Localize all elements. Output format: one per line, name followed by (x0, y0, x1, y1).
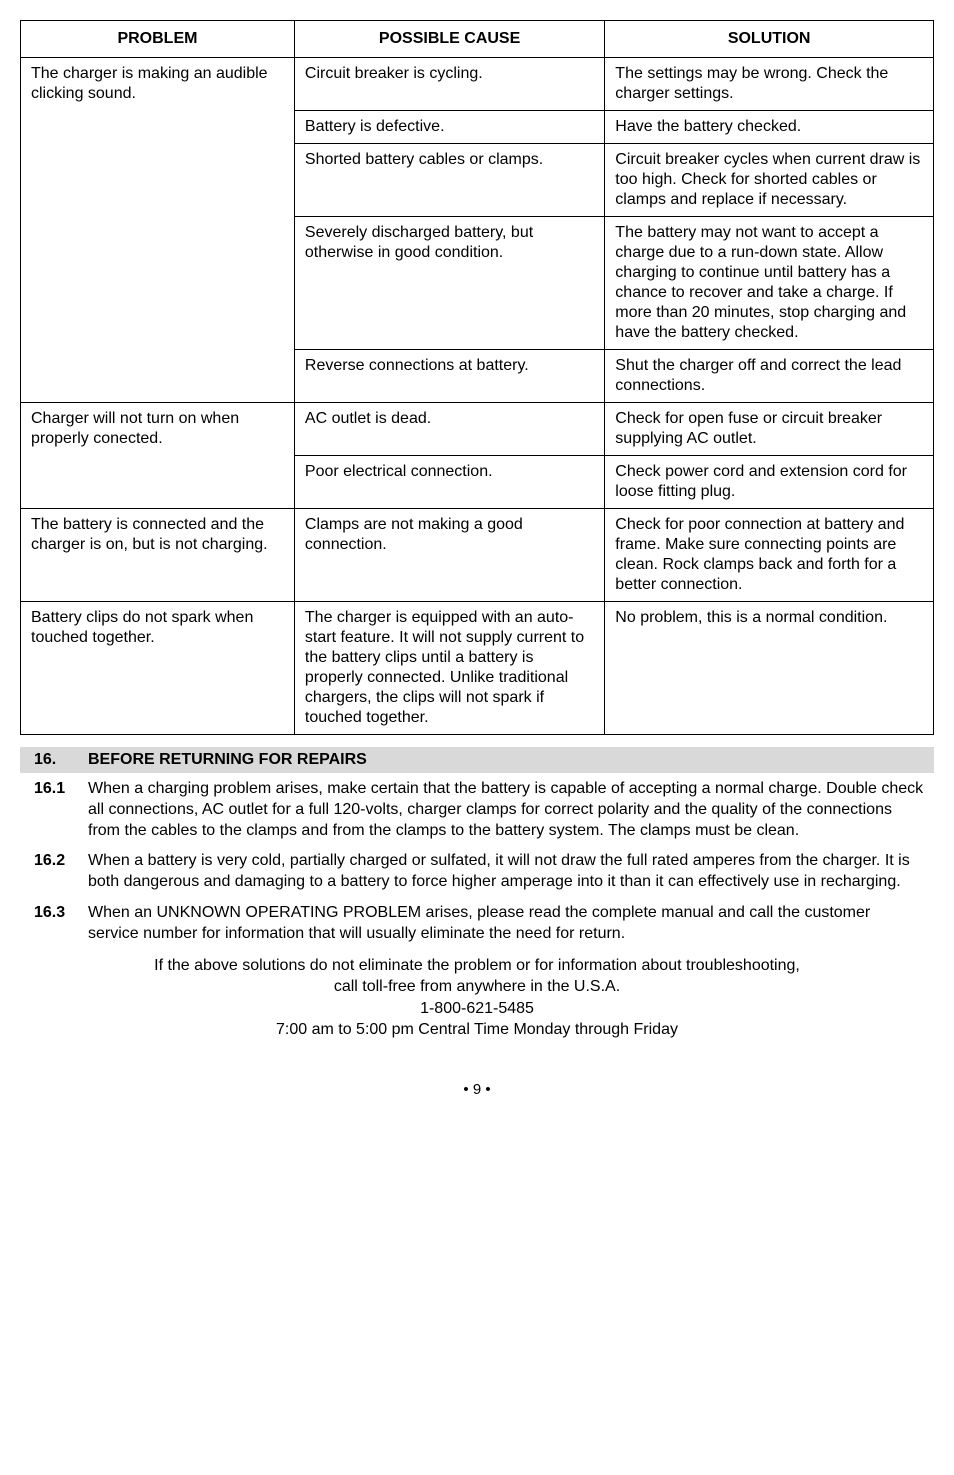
numbered-paragraph: 16.3When an UNKNOWN OPERATING PROBLEM ar… (20, 903, 934, 945)
table-row: The battery is connected and the charger… (21, 509, 934, 602)
problem-cell: Battery clips do not spark when touched … (21, 602, 295, 735)
numbered-paragraph: 16.1When a charging problem arises, make… (20, 779, 934, 841)
cause-cell: Poor electrical connection. (294, 456, 604, 509)
cause-cell: Severely discharged battery, but otherwi… (294, 217, 604, 350)
header-cause: POSSIBLE CAUSE (294, 21, 604, 58)
solution-cell: Have the battery checked. (605, 111, 934, 144)
footer-line2: call toll-free from anywhere in the U.S.… (334, 978, 620, 995)
solution-cell: Check for open fuse or circuit breaker s… (605, 403, 934, 456)
table-row: The charger is making an audible clickin… (21, 58, 934, 111)
paragraph-text: When a battery is very cold, partially c… (88, 851, 934, 893)
table-row: Battery clips do not spark when touched … (21, 602, 934, 735)
cause-cell: The charger is equipped with an auto-sta… (294, 602, 604, 735)
troubleshooting-table: PROBLEM POSSIBLE CAUSE SOLUTION The char… (20, 20, 934, 735)
table-row: Charger will not turn on when properly c… (21, 403, 934, 456)
solution-cell: Shut the charger off and correct the lea… (605, 350, 934, 403)
header-problem: PROBLEM (21, 21, 295, 58)
cause-cell: Battery is defective. (294, 111, 604, 144)
paragraph-text: When a charging problem arises, make cer… (88, 779, 934, 841)
paragraph-text: When an UNKNOWN OPERATING PROBLEM arises… (88, 903, 934, 945)
solution-cell: No problem, this is a normal condition. (605, 602, 934, 735)
problem-cell: The battery is connected and the charger… (21, 509, 295, 602)
solution-cell: Circuit breaker cycles when current draw… (605, 144, 934, 217)
cause-cell: AC outlet is dead. (294, 403, 604, 456)
section-title: BEFORE RETURNING FOR REPAIRS (88, 751, 367, 769)
solution-cell: The settings may be wrong. Check the cha… (605, 58, 934, 111)
cause-cell: Reverse connections at battery. (294, 350, 604, 403)
numbered-paragraph: 16.2When a battery is very cold, partial… (20, 851, 934, 893)
cause-cell: Shorted battery cables or clamps. (294, 144, 604, 217)
cause-cell: Clamps are not making a good connection. (294, 509, 604, 602)
paragraph-number: 16.3 (20, 903, 88, 945)
section-header: 16. BEFORE RETURNING FOR REPAIRS (20, 747, 934, 773)
header-solution: SOLUTION (605, 21, 934, 58)
page-number: • 9 • (20, 1081, 934, 1098)
paragraph-number: 16.2 (20, 851, 88, 893)
solution-cell: The battery may not want to accept a cha… (605, 217, 934, 350)
footer-line4: 7:00 am to 5:00 pm Central Time Monday t… (276, 1021, 678, 1038)
problem-cell: Charger will not turn on when properly c… (21, 403, 295, 509)
footer-line1: If the above solutions do not eliminate … (154, 957, 800, 974)
problem-cell: The charger is making an audible clickin… (21, 58, 295, 403)
footer-block: If the above solutions do not eliminate … (60, 955, 894, 1041)
footer-line3: 1-800-621-5485 (420, 1000, 534, 1017)
table-header-row: PROBLEM POSSIBLE CAUSE SOLUTION (21, 21, 934, 58)
cause-cell: Circuit breaker is cycling. (294, 58, 604, 111)
section-number: 16. (20, 751, 88, 769)
solution-cell: Check power cord and extension cord for … (605, 456, 934, 509)
solution-cell: Check for poor connection at battery and… (605, 509, 934, 602)
paragraph-number: 16.1 (20, 779, 88, 841)
